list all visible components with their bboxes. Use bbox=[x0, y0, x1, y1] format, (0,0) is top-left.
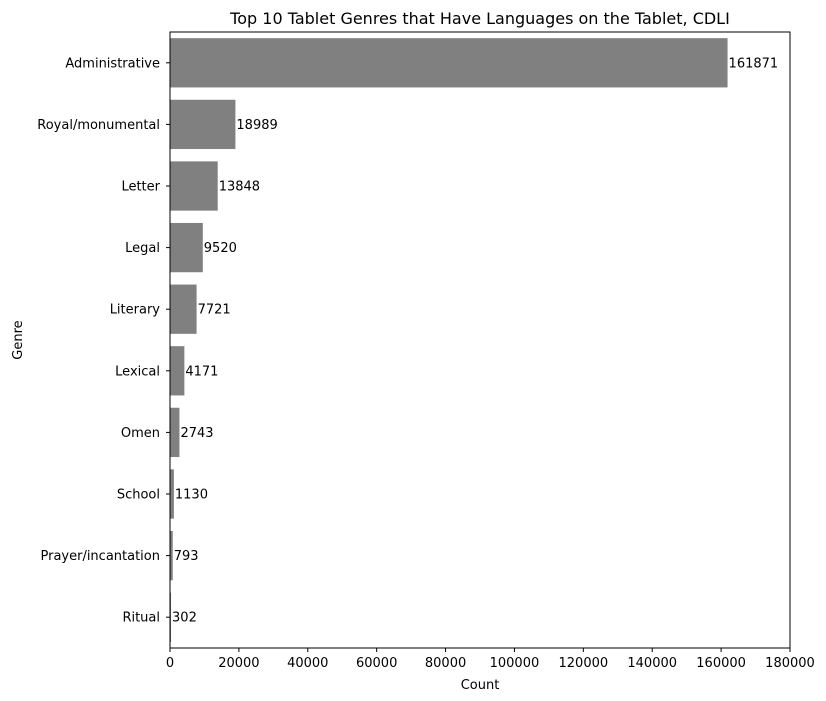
x-tick-label-80000: 80000 bbox=[425, 656, 466, 671]
data-labels: 161871 18989 13848 9520 7721 4171 2743 1130 793 3… bbox=[172, 56, 778, 625]
y-tick-label-royal-monumental: Royal/monumental bbox=[37, 118, 160, 133]
x-ticks: 0 20000 40000 60000 80000 100000 120000 140000 1… bbox=[166, 648, 815, 671]
x-tick-label-180000: 180000 bbox=[765, 656, 815, 671]
x-tick-label-160000: 160000 bbox=[696, 656, 746, 671]
x-tick-label-60000: 60000 bbox=[356, 656, 397, 671]
x-axis-title: Count bbox=[461, 678, 500, 693]
data-label-letter: 13848 bbox=[219, 180, 260, 195]
bar-prayer-incantation bbox=[170, 530, 173, 581]
bar-omen bbox=[170, 407, 180, 458]
bar-administrative bbox=[170, 38, 728, 88]
x-tick-label-140000: 140000 bbox=[627, 656, 677, 671]
x-tick-label-20000: 20000 bbox=[218, 656, 259, 671]
y-tick-label-literary: Literary bbox=[110, 303, 161, 318]
data-label-literary: 7721 bbox=[198, 303, 231, 318]
x-tick-label-100000: 100000 bbox=[490, 656, 540, 671]
y-tick-labels: Administrative Royal/monumental Letter Lega… bbox=[37, 56, 170, 626]
bars-group bbox=[170, 38, 728, 642]
data-label-lexical: 4171 bbox=[185, 364, 218, 379]
x-tick-label-0: 0 bbox=[166, 656, 174, 671]
data-label-prayer-incantation: 793 bbox=[174, 549, 199, 564]
bar-school bbox=[170, 469, 174, 519]
y-tick-label-prayer-incantation: Prayer/incantation bbox=[40, 549, 160, 564]
y-tick-label-lexical: Lexical bbox=[115, 364, 160, 379]
y-tick-label-administrative: Administrative bbox=[65, 56, 160, 71]
y-tick-label-legal: Legal bbox=[125, 241, 160, 256]
bar-ritual bbox=[170, 592, 172, 642]
plot-frame bbox=[169, 31, 791, 649]
data-label-legal: 9520 bbox=[204, 241, 237, 256]
y-axis-title: Genre bbox=[11, 320, 26, 359]
chart-title: Top 10 Tablet Genres that Have Languages… bbox=[229, 9, 730, 28]
data-label-royal-monumental: 18989 bbox=[236, 118, 277, 133]
x-tick-label-40000: 40000 bbox=[287, 656, 328, 671]
bar-letter bbox=[170, 161, 218, 211]
data-label-ritual: 302 bbox=[172, 611, 197, 626]
bar-lexical bbox=[170, 346, 185, 396]
y-tick-label-omen: Omen bbox=[121, 426, 160, 441]
x-tick-label-120000: 120000 bbox=[559, 656, 609, 671]
data-label-omen: 2743 bbox=[180, 426, 213, 441]
data-label-school: 1130 bbox=[175, 488, 208, 503]
y-tick-label-ritual: Ritual bbox=[122, 611, 160, 626]
y-tick-label-letter: Letter bbox=[121, 180, 160, 195]
bar-legal bbox=[170, 222, 203, 273]
bar-royal-monumental bbox=[170, 99, 236, 150]
y-tick-label-school: School bbox=[117, 488, 160, 503]
data-label-administrative: 161871 bbox=[729, 56, 779, 71]
bar-literary bbox=[170, 284, 197, 334]
